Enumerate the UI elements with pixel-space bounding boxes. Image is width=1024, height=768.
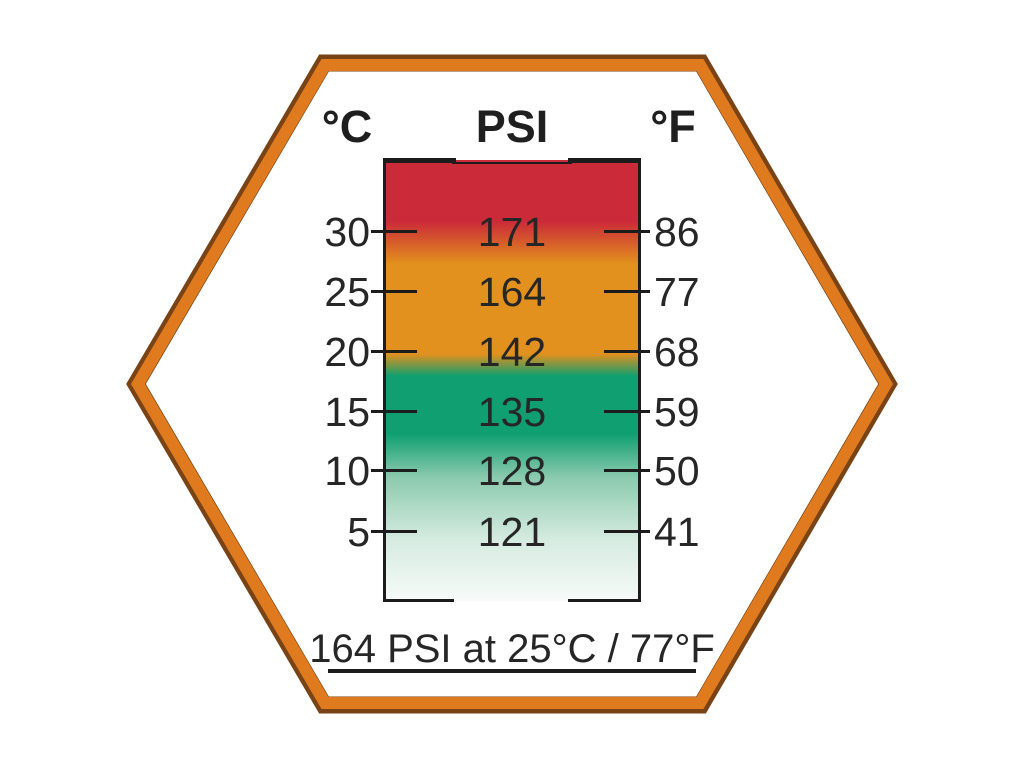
tick-mark — [371, 469, 417, 472]
bar-border-right — [638, 158, 641, 602]
pressure-gradient-bar — [383, 160, 641, 601]
celsius-value: 15 — [324, 389, 370, 435]
bar-border-top-right — [568, 158, 641, 163]
fahrenheit-value: 59 — [654, 389, 700, 435]
tick-mark — [371, 350, 417, 353]
celsius-value: 25 — [324, 269, 370, 315]
psi-value: 171 — [477, 209, 547, 255]
celsius-value: 20 — [324, 329, 370, 375]
celsius-value: 30 — [324, 209, 370, 255]
psi-value: 128 — [477, 448, 547, 494]
tick-mark — [604, 350, 650, 353]
tick-mark — [371, 290, 417, 293]
fahrenheit-value: 50 — [654, 448, 700, 494]
header-celsius: °C — [321, 101, 373, 152]
fahrenheit-value: 41 — [654, 509, 700, 555]
recommended-pressure-caption: 164 PSI at 25°C / 77°F — [309, 627, 715, 671]
psi-value: 135 — [477, 389, 547, 435]
header-psi: PSI — [475, 101, 549, 152]
hexagon-inner-edge — [131, 59, 893, 709]
bar-border-bottom-left — [383, 599, 454, 602]
psi-value: 142 — [477, 329, 547, 375]
tick-mark — [604, 290, 650, 293]
psi-value: 121 — [477, 509, 547, 555]
bar-border-top-middle — [452, 162, 572, 164]
fahrenheit-value: 86 — [654, 209, 700, 255]
bar-border-bottom-right — [568, 599, 641, 602]
bar-border-top-left — [383, 158, 456, 163]
celsius-value: 10 — [324, 448, 370, 494]
header-fahrenheit: °F — [650, 101, 696, 152]
caption-underline — [328, 669, 696, 673]
psi-value: 164 — [477, 269, 547, 315]
tick-mark — [371, 530, 417, 533]
fahrenheit-value: 77 — [654, 269, 700, 315]
tick-mark — [604, 530, 650, 533]
bar-border-left — [383, 158, 386, 602]
tick-mark — [371, 410, 417, 413]
tick-mark — [604, 469, 650, 472]
tick-mark — [371, 230, 417, 233]
fahrenheit-value: 68 — [654, 329, 700, 375]
tick-mark — [604, 410, 650, 413]
celsius-value: 5 — [347, 509, 370, 555]
tick-mark — [604, 230, 650, 233]
